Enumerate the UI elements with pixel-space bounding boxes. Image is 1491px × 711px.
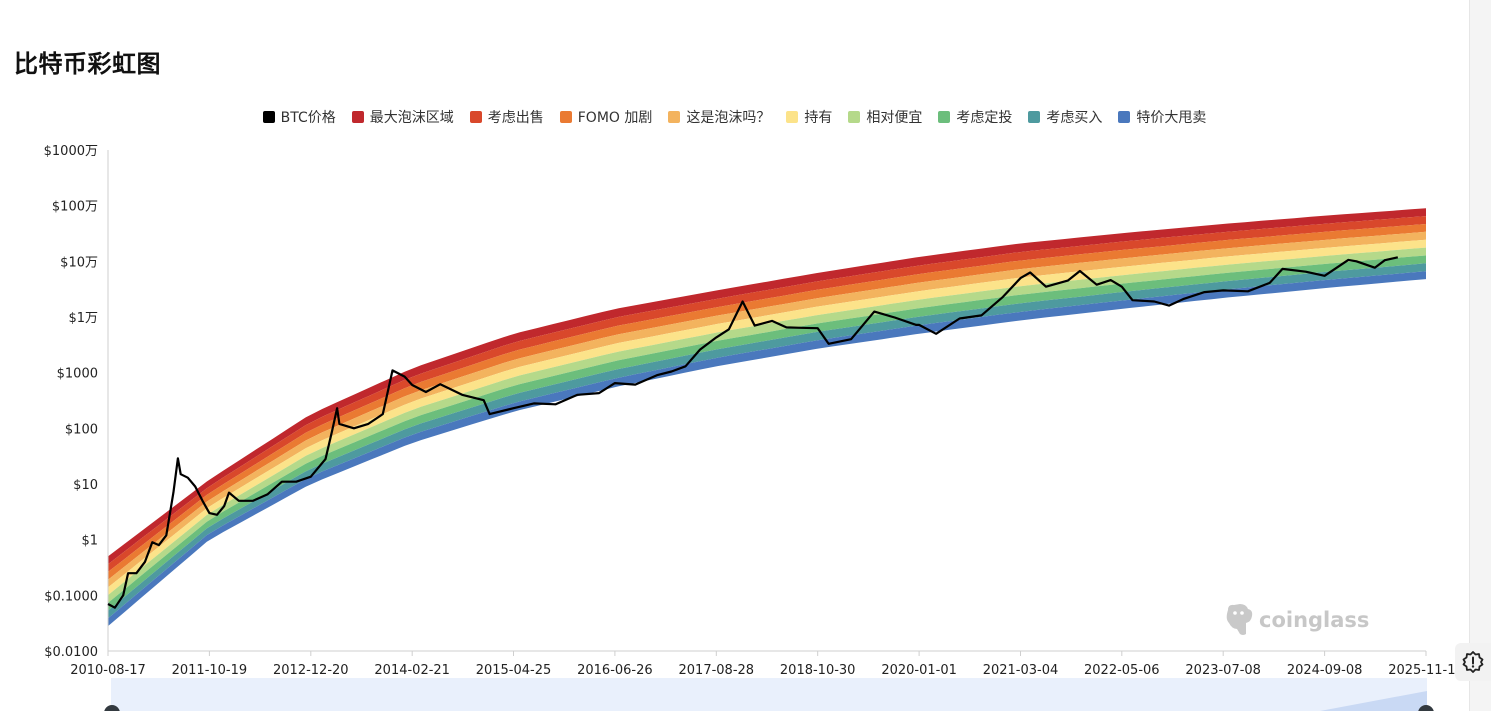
legend-swatch — [1028, 111, 1041, 123]
x-tick-label: 2015-04-25 — [476, 663, 552, 678]
legend-label: 最大泡沫区域 — [369, 110, 454, 126]
legend-label: 相对便宜 — [866, 110, 923, 126]
x-tick-label: 2010-08-17 — [70, 663, 146, 678]
x-tick-label: 2016-06-26 — [577, 663, 653, 678]
series-line-btc — [107, 256, 1399, 609]
alert-icon — [1462, 651, 1484, 673]
x-tick-label: 2020-01-01 — [881, 663, 957, 678]
coinglass-logo-icon — [1226, 604, 1253, 635]
y-tick-label: $1万 — [68, 311, 98, 326]
legend-label: 考虑出售 — [487, 110, 544, 126]
x-tick-label: 2023-07-08 — [1185, 663, 1261, 678]
x-tick-label: 2025-11-10 — [1388, 663, 1464, 678]
legend-item[interactable]: 持有 — [786, 107, 832, 127]
y-tick-label: $0.0100 — [44, 645, 98, 660]
btc-price-series — [107, 256, 1399, 609]
watermark: coinglass — [1226, 604, 1369, 635]
legend-swatch — [668, 111, 681, 123]
legend-swatch — [469, 111, 482, 123]
legend-label: 这是泡沫吗？ — [686, 110, 771, 126]
legend-item[interactable]: 最大泡沫区域 — [351, 107, 454, 127]
legend-item[interactable]: 考虑买入 — [1028, 107, 1102, 127]
watermark-text: coinglass — [1259, 608, 1369, 632]
legend-swatch — [1118, 111, 1131, 123]
legend-swatch — [559, 111, 572, 123]
legend-item[interactable]: 考虑出售 — [469, 107, 544, 127]
legend-label: 考虑买入 — [1046, 110, 1103, 126]
legend-swatch — [262, 111, 275, 123]
x-tick-label: 2012-12-20 — [273, 663, 349, 678]
chart-legend: BTC价格 最大泡沫区域 考虑出售 FOMO 加剧 这是泡沫吗？ 持有 相对便宜 考虑定投 考虑… — [0, 107, 1469, 127]
legend-swatch — [848, 111, 861, 123]
legend-item[interactable]: BTC价格 — [262, 107, 336, 127]
legend-item[interactable]: 这是泡沫吗？ — [668, 107, 770, 127]
x-tick-label: 2014-02-21 — [374, 663, 450, 678]
x-tick-label: 2022-05-06 — [1084, 663, 1160, 678]
legend-item[interactable]: FOMO 加剧 — [559, 107, 653, 127]
x-tick-label: 2021-03-04 — [983, 663, 1059, 678]
legend-label: 特价大甩卖 — [1136, 110, 1207, 126]
y-axis-ticks: $1000万 $100万 $10万 $1万 $1000 $100 $10 $1 $0.1000 $… — [44, 144, 98, 660]
y-tick-label: $10万 — [60, 255, 98, 270]
legend-swatch — [786, 111, 799, 123]
zoom-slider[interactable] — [104, 678, 1434, 711]
legend-label: FOMO 加剧 — [577, 110, 653, 126]
page-scrollbar[interactable] — [1469, 0, 1491, 711]
x-tick-label: 2024-09-08 — [1287, 663, 1363, 678]
legend-item[interactable]: 相对便宜 — [848, 107, 922, 127]
zoom-slider-track[interactable] — [111, 678, 1427, 711]
legend-item[interactable]: 特价大甩卖 — [1118, 107, 1206, 127]
y-tick-label: $1 — [81, 534, 98, 549]
zoom-slider-left-handle[interactable] — [104, 705, 120, 711]
y-tick-label: $10 — [73, 478, 98, 493]
zoom-slider-right-handle[interactable] — [1418, 705, 1434, 711]
y-tick-label: $100 — [65, 422, 98, 437]
legend-label: BTC价格 — [280, 110, 336, 126]
legend-label: 持有 — [804, 110, 833, 126]
legend-swatch — [351, 111, 364, 123]
legend-label: 考虑定投 — [956, 110, 1013, 126]
y-tick-label: $1000 — [57, 367, 98, 382]
y-tick-label: $0.1000 — [44, 589, 98, 604]
rainbow-bands — [108, 208, 1426, 627]
x-tick-label: 2017-08-28 — [679, 663, 755, 678]
x-tick-label: 2018-10-30 — [780, 663, 856, 678]
legend-item[interactable]: 考虑定投 — [938, 107, 1012, 127]
y-tick-label: $1000万 — [44, 144, 98, 159]
x-tick-label: 2011-10-19 — [172, 663, 248, 678]
page-title: 比特币彩虹图 — [14, 50, 161, 78]
alert-float-button[interactable] — [1455, 643, 1491, 681]
y-tick-label: $100万 — [52, 200, 98, 215]
chart-axes — [107, 150, 1426, 652]
legend-swatch — [938, 111, 951, 123]
x-axis-ticks: 2010-08-17 2011-10-19 2012-12-20 2014-02-21… — [70, 651, 1464, 678]
